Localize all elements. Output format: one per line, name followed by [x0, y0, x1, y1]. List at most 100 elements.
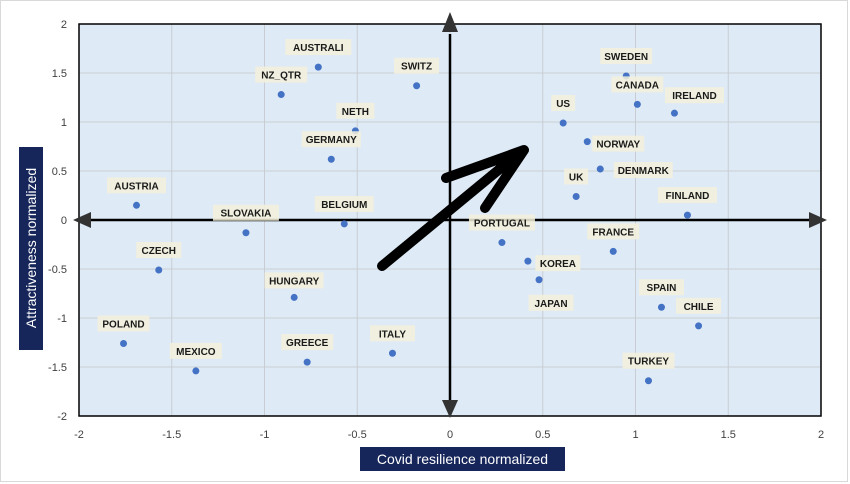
data-point	[242, 229, 250, 237]
point-label-background	[551, 94, 576, 111]
point-label-background	[285, 39, 352, 56]
point-label: MEXICO	[176, 347, 216, 358]
point-label-background	[564, 168, 589, 185]
point-label: US	[556, 99, 570, 110]
point-label: NETH	[342, 107, 369, 118]
data-point	[670, 109, 678, 117]
y-axis-top-arrow	[442, 12, 458, 32]
data-point	[290, 293, 298, 301]
data-point	[277, 91, 285, 99]
x-tick-label: -1	[260, 429, 270, 441]
y-axis-label: Attractiveness normalized	[23, 167, 39, 329]
y-tick-label: 1.5	[52, 68, 67, 80]
point-label-background	[169, 342, 222, 359]
point-label-background	[369, 325, 415, 342]
point-label-background	[528, 294, 574, 311]
y-tick-label: 0.5	[52, 166, 67, 178]
point-label-background	[600, 47, 653, 64]
point-label: CHILE	[684, 302, 714, 313]
point-label: POLAND	[102, 319, 144, 330]
y-tick-label: 2	[61, 19, 67, 31]
point-label: IRELAND	[672, 91, 716, 102]
x-tick-label: -2	[74, 429, 84, 441]
point-label: PORTUGAL	[474, 219, 530, 230]
point-label: UK	[569, 172, 584, 183]
y-tick-label: 0	[61, 215, 67, 227]
point-label-background	[281, 334, 334, 351]
point-label-background	[638, 279, 684, 296]
point-label-background	[314, 195, 374, 212]
point-label: GERMANY	[306, 135, 357, 146]
point-label-background	[657, 187, 717, 204]
point-label: NORWAY	[596, 140, 640, 151]
x-tick-label: 0.5	[535, 429, 550, 441]
point-label-background	[676, 297, 722, 314]
x-tick-label: 1	[632, 429, 638, 441]
y-tick-label: -2	[57, 411, 67, 423]
trend-arrow	[377, 145, 529, 271]
point-label: BELGIUM	[321, 200, 367, 211]
point-label: CANADA	[616, 80, 659, 91]
point-label-background	[664, 87, 724, 104]
x-tick-label: 1.5	[721, 429, 736, 441]
data-point	[633, 100, 641, 108]
data-point	[120, 339, 128, 347]
point-label-background	[611, 76, 664, 93]
data-point	[155, 266, 163, 274]
y-tick-label: -0.5	[48, 264, 67, 276]
point-label: SPAIN	[647, 283, 677, 294]
x-axis-label: Covid resilience normalized	[360, 447, 565, 471]
point-label: SWEDEN	[604, 52, 648, 63]
data-point	[596, 165, 604, 173]
data-point	[657, 303, 665, 311]
data-point	[583, 138, 591, 146]
point-label: JAPAN	[534, 299, 567, 310]
point-label: TURKEY	[628, 357, 669, 368]
x-tick-label: 2	[818, 429, 824, 441]
data-point	[314, 63, 322, 71]
data-point	[498, 239, 506, 247]
point-label: GREECE	[286, 338, 329, 349]
point-label-background	[255, 66, 308, 83]
data-point	[413, 82, 421, 90]
y-tick-label: -1.5	[48, 362, 67, 374]
x-tick-label: 0	[447, 429, 453, 441]
point-label: CZECH	[142, 246, 176, 257]
point-label-background	[212, 204, 279, 221]
data-point	[192, 367, 200, 375]
data-point	[572, 192, 580, 200]
x-tick-label: -1.5	[162, 429, 181, 441]
data-point	[559, 119, 567, 127]
point-label-background	[301, 131, 361, 148]
point-label-background	[136, 241, 182, 258]
point-label-background	[535, 255, 581, 272]
data-point	[524, 257, 532, 265]
point-label-background	[587, 223, 640, 240]
point-label-background	[336, 102, 375, 119]
point-label-background	[264, 272, 324, 289]
data-point	[644, 377, 652, 385]
point-label: NZ_QTR	[261, 71, 302, 82]
point-label: HUNGARY	[269, 276, 320, 287]
x-tick-label: -0.5	[348, 429, 367, 441]
point-label: SLOVAKIA	[220, 209, 271, 220]
point-label: SWITZ	[401, 62, 432, 73]
data-point	[609, 247, 617, 255]
point-label-background	[592, 135, 645, 152]
data-point	[683, 211, 691, 219]
point-label: FINLAND	[665, 191, 709, 202]
data-point	[695, 322, 703, 330]
y-tick-label: 1	[61, 117, 67, 129]
data-point	[327, 155, 335, 163]
point-label: AUSTRIA	[114, 181, 158, 192]
point-label: FRANCE	[592, 227, 634, 238]
x-axis-right-arrow	[809, 212, 827, 228]
point-label-background	[613, 162, 673, 179]
data-point	[535, 276, 543, 284]
point-label-background	[97, 315, 150, 332]
point-label-background	[468, 214, 535, 231]
y-axis-bottom-arrow	[442, 400, 458, 418]
y-tick-label: -1	[57, 313, 67, 325]
